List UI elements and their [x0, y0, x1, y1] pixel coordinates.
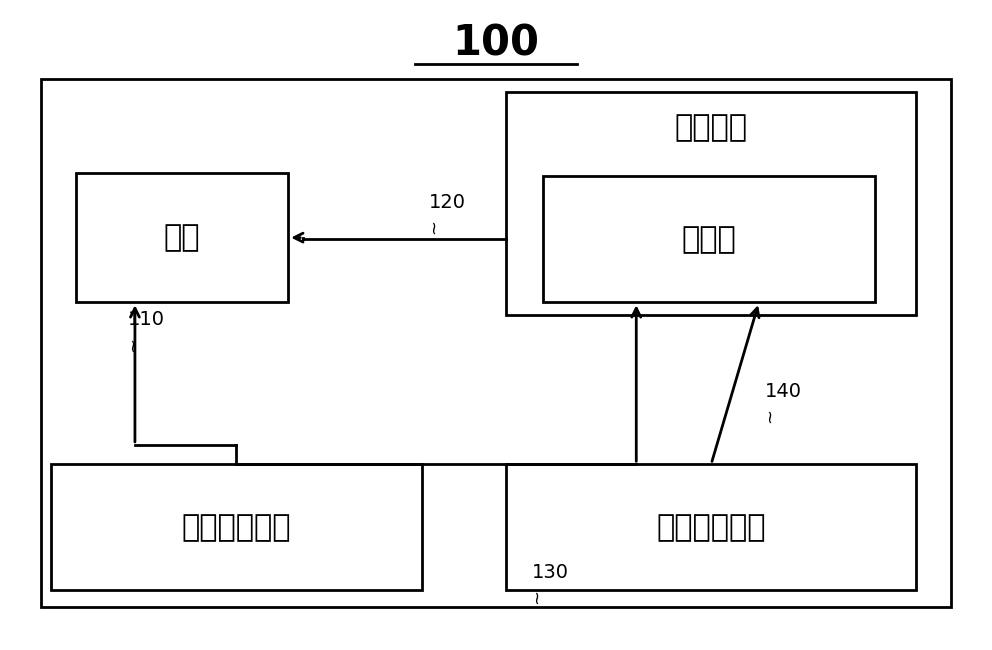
Text: ~: ~: [761, 408, 779, 423]
Bar: [51, 464, 422, 590]
Text: ~: ~: [124, 337, 142, 352]
Bar: [75, 173, 289, 302]
Bar: [506, 92, 917, 315]
Text: 控制器: 控制器: [682, 225, 736, 254]
Text: 传感采集装置: 传感采集装置: [182, 513, 291, 541]
Text: 传感采集装置: 传感采集装置: [657, 513, 766, 541]
Text: 偏航系统: 偏航系统: [675, 113, 748, 142]
Text: 120: 120: [429, 192, 465, 211]
Text: 风机: 风机: [164, 223, 200, 252]
Bar: [41, 79, 951, 606]
Text: 130: 130: [532, 563, 568, 582]
Text: ~: ~: [425, 219, 442, 234]
Text: ~: ~: [528, 590, 546, 605]
Text: 140: 140: [765, 382, 803, 400]
Text: 100: 100: [452, 23, 540, 64]
Bar: [506, 464, 917, 590]
Bar: [544, 176, 875, 302]
Text: 110: 110: [128, 310, 165, 330]
